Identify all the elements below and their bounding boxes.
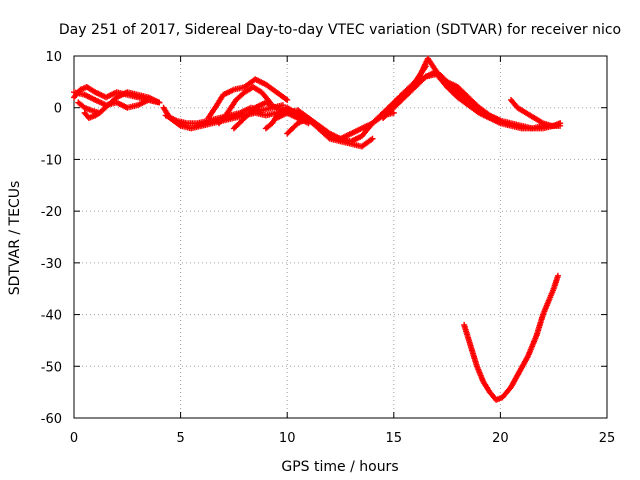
y-tick-label: -40 — [41, 309, 62, 324]
series-track-4 — [81, 109, 103, 122]
x-tick-label: 20 — [492, 431, 509, 446]
series-track-2 — [71, 89, 163, 111]
ticks — [73, 55, 608, 419]
y-tick-label: -50 — [41, 360, 62, 375]
y-tick-label: 10 — [45, 50, 62, 65]
series-track-8 — [215, 84, 274, 127]
series-track-12 — [284, 109, 397, 145]
y-tick-label: 0 — [54, 102, 62, 117]
series-track-3 — [75, 89, 163, 116]
data-point — [369, 135, 376, 142]
x-tick-labels: 0 5 10 15 20 25 — [70, 431, 615, 446]
series-track-15 — [416, 55, 504, 124]
x-tick-label: 5 — [176, 431, 184, 446]
series-track-16 — [508, 96, 564, 129]
y-tick-labels: -60 -50 -40 -30 -20 -10 0 10 — [41, 50, 62, 427]
y-axis-label: SDTVAR / TECUs — [7, 181, 23, 296]
x-tick-label: 25 — [599, 431, 616, 446]
series-track-17 — [461, 272, 561, 403]
series-track-7 — [205, 76, 291, 122]
plot-frame — [73, 55, 608, 419]
chart-title: Day 251 of 2017, Sidereal Day-to-day VTE… — [59, 22, 621, 38]
data-points — [71, 55, 564, 403]
data-point — [557, 122, 564, 129]
data-point — [96, 109, 103, 116]
y-tick-label: -60 — [41, 412, 62, 427]
x-axis-label: GPS time / hours — [281, 459, 398, 475]
series-track-14 — [390, 71, 564, 132]
data-point — [279, 102, 286, 109]
data-point — [554, 272, 561, 279]
y-tick-label: -20 — [41, 205, 62, 220]
y-tick-label: -10 — [41, 153, 62, 168]
data-point — [156, 99, 163, 106]
data-point — [284, 96, 291, 103]
x-tick-label: 15 — [386, 431, 403, 446]
x-tick-label: 0 — [70, 431, 78, 446]
data-point — [497, 117, 504, 124]
series-track-6 — [162, 102, 286, 127]
x-tick-label: 10 — [279, 431, 296, 446]
y-tick-label: -30 — [41, 257, 62, 272]
